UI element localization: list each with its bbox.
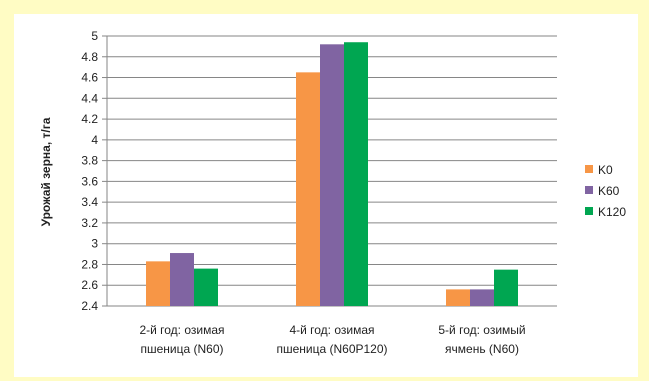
bars xyxy=(146,42,518,307)
bar-k120-1 xyxy=(194,268,218,306)
x-category-label: 5-й год: озимый xyxy=(438,323,525,337)
bar-k120-3 xyxy=(494,269,518,306)
legend-label-k60: K60 xyxy=(598,184,620,198)
y-tick-label: 4 xyxy=(91,133,98,147)
y-tick-label: 2.4 xyxy=(81,299,98,313)
y-tick-label: 4.8 xyxy=(81,50,98,64)
legend-label-k0: K0 xyxy=(598,163,613,177)
y-axis-ticks: 2.4 2.6 2.8 3 3.2 3.4 3.6 3.8 4 4.2 4.4 4.6 4.8 5 xyxy=(81,29,98,313)
legend-swatch-k60 xyxy=(585,186,593,194)
bar-k0-1 xyxy=(146,261,170,306)
x-category-label: 4-й год: озимая xyxy=(289,323,374,337)
y-tick-label: 3.8 xyxy=(81,154,98,168)
bar-k0-3 xyxy=(446,289,470,306)
y-tick-label: 3.4 xyxy=(81,195,98,209)
legend: K0 K60 K120 xyxy=(585,163,626,219)
y-axis-label: Урожай зерна, т/га xyxy=(39,117,53,226)
y-tick-label: 4.6 xyxy=(81,71,98,85)
x-axis-categories: 2-й год: озимая пшеница (N60) 4-й год: ози… xyxy=(139,323,525,356)
y-tick-label: 3 xyxy=(91,237,98,251)
legend-swatch-k0 xyxy=(585,165,593,173)
y-tick-label: 4.4 xyxy=(81,91,98,105)
y-tick-label: 2.6 xyxy=(81,278,98,292)
bar-k60-1 xyxy=(170,253,194,306)
y-tick-label: 5 xyxy=(91,29,98,43)
x-category-label: 2-й год: озимая xyxy=(139,323,224,337)
bar-k60-3 xyxy=(470,289,494,306)
x-category-label: пшеница (N60P120) xyxy=(276,342,387,356)
y-tick-label: 3.2 xyxy=(81,216,98,230)
x-category-label: ячмень (N60) xyxy=(445,342,519,356)
legend-label-k120: K120 xyxy=(598,205,626,219)
y-tick-label: 4.2 xyxy=(81,112,98,126)
bar-k120-2 xyxy=(344,42,368,306)
bar-k0-2 xyxy=(296,72,320,306)
x-category-label: пшеница (N60) xyxy=(140,342,223,356)
bar-k60-2 xyxy=(320,44,344,307)
legend-swatch-k120 xyxy=(585,207,593,215)
y-tick-label: 3.6 xyxy=(81,174,98,188)
y-tick-label: 2.8 xyxy=(81,257,98,271)
